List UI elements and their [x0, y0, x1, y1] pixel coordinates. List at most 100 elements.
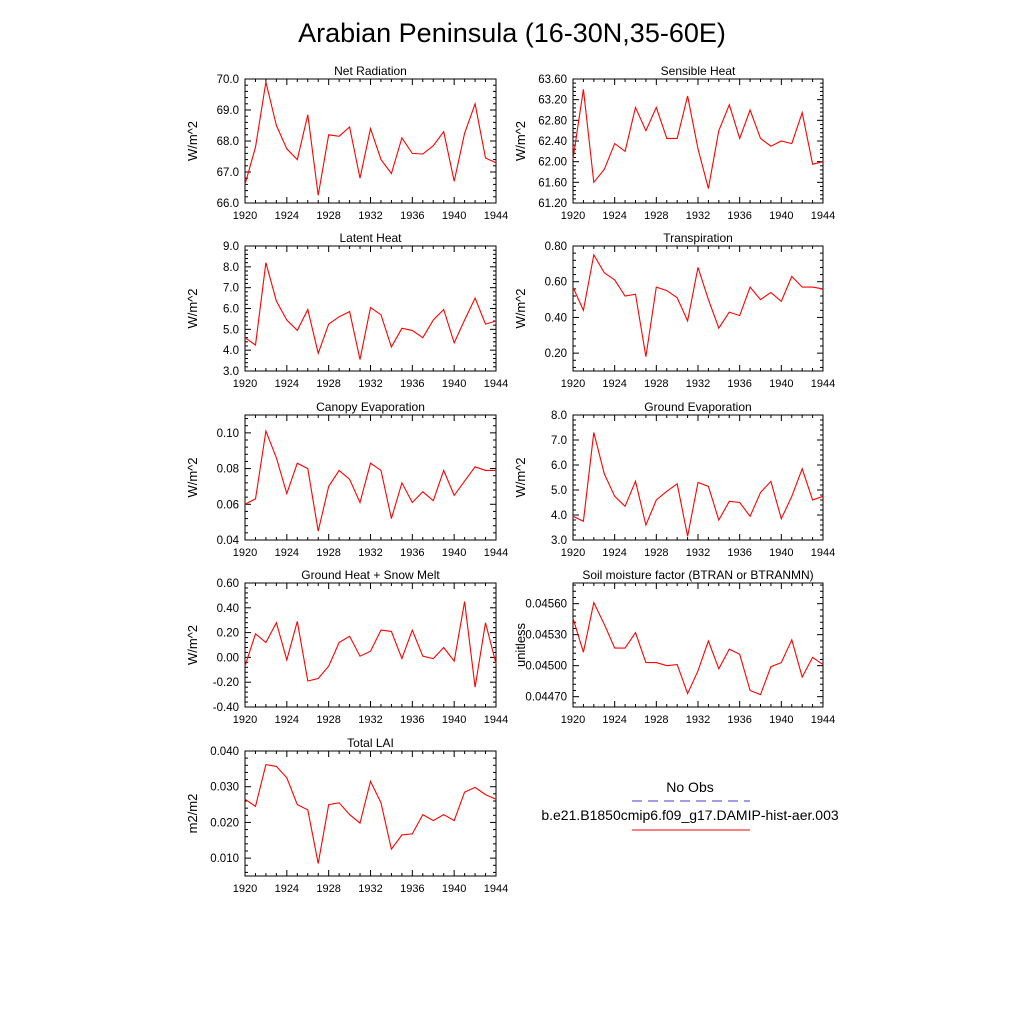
x-tick-label: 1928 [644, 378, 668, 390]
y-tick-label: 5.0 [551, 485, 567, 497]
figure-title: Arabian Peninsula (16-30N,35-60E) [298, 18, 726, 48]
x-tick-label: 1944 [484, 883, 508, 895]
x-tick-label: 1940 [442, 210, 466, 222]
y-tick-label: 61.20 [538, 198, 567, 210]
x-tick-label: 1924 [602, 547, 626, 559]
x-tick-label: 1932 [358, 210, 382, 222]
panel-1: Net Radiation W/m^2 1920 1924 1928 1932 1936 19… [185, 64, 508, 222]
x-tick-label: 1944 [484, 378, 508, 390]
y-tick-label: 0.04530 [525, 630, 567, 642]
y-axis-label: W/m^2 [185, 288, 200, 328]
y-tick-label: 0.80 [545, 241, 567, 253]
x-tick-label: 1924 [275, 547, 299, 559]
series-line [572, 432, 824, 537]
x-tick-label: 1928 [316, 883, 340, 895]
panel-title: Total LAI [347, 736, 394, 750]
panel-frame [572, 582, 824, 708]
y-tick-label: 6.0 [223, 304, 239, 316]
x-tick-label: 1940 [769, 714, 793, 726]
y-tick-label: 3.0 [551, 535, 567, 547]
panel-5: Canopy Evaporation W/m^2 1920 1924 1928 1932 1… [185, 400, 508, 559]
panel-frame [572, 245, 824, 372]
y-tick-label: 63.60 [538, 74, 567, 86]
y-tick-label: 4.0 [223, 345, 239, 357]
y-tick-label: 0.40 [217, 603, 239, 615]
panel-grid: Net Radiation W/m^2 1920 1924 1928 1932 1936 19… [185, 64, 835, 895]
x-tick-label: 1924 [602, 378, 626, 390]
x-tick-label: 1936 [400, 883, 424, 895]
y-tick-label: 0.06 [217, 499, 239, 511]
y-tick-label: 9.0 [223, 241, 239, 253]
x-tick-label: 1932 [686, 547, 710, 559]
x-tick-label: 1920 [233, 378, 257, 390]
x-tick-label: 1920 [233, 547, 257, 559]
panel-title: Latent Heat [339, 231, 402, 245]
x-tick-label: 1924 [275, 378, 299, 390]
y-axis-label: W/m^2 [185, 625, 200, 665]
panel-frame [572, 78, 824, 204]
x-tick-label: 1936 [400, 714, 424, 726]
y-tick-label: 63.20 [538, 95, 567, 107]
x-tick-label: 1920 [561, 378, 585, 390]
x-tick-label: 1944 [811, 547, 835, 559]
series-line [244, 763, 497, 864]
x-tick-label: 1920 [561, 210, 585, 222]
panel-title: Net Radiation [334, 64, 407, 78]
y-tick-label: 0.04 [217, 535, 240, 547]
x-tick-label: 1928 [316, 210, 340, 222]
y-tick-label: 66.0 [217, 198, 239, 210]
x-tick-label: 1932 [358, 547, 382, 559]
panel-2: Sensible Heat W/m^2 1920 1924 1928 1932 1936 19… [513, 64, 835, 222]
y-tick-label: 68.0 [217, 136, 239, 148]
series-line [244, 262, 497, 360]
y-tick-label: 7.0 [551, 435, 567, 447]
legend-model-label: b.e21.B1850cmip6.f09_g17.DAMIP-hist-aer.… [541, 807, 839, 823]
x-tick-label: 1924 [275, 210, 299, 222]
x-tick-label: 1936 [400, 210, 424, 222]
y-tick-label: 0.04470 [525, 692, 567, 704]
legend: No Obs b.e21.B1850cmip6.f09_g17.DAMIP-hi… [541, 779, 839, 831]
y-axis-label: m2/m2 [185, 794, 200, 834]
series-line [244, 81, 497, 196]
series-line [244, 428, 496, 532]
x-tick-label: 1924 [275, 883, 299, 895]
x-tick-label: 1920 [233, 883, 257, 895]
x-tick-label: 1936 [727, 210, 751, 222]
panel-8: Soil moisture factor (BTRAN or BTRANMN) u… [513, 568, 835, 726]
x-tick-label: 1924 [602, 714, 626, 726]
x-tick-label: 1928 [316, 378, 340, 390]
y-tick-label: 4.0 [551, 510, 567, 522]
y-axis-label: W/m^2 [513, 457, 528, 497]
y-tick-label: 6.0 [551, 460, 567, 472]
y-tick-label: 0.60 [217, 578, 239, 590]
panel-title: Canopy Evaporation [316, 400, 425, 414]
x-tick-label: 1940 [442, 883, 466, 895]
x-tick-label: 1928 [644, 547, 668, 559]
y-tick-label: -0.20 [213, 677, 239, 689]
y-tick-label: 0.08 [217, 464, 239, 476]
y-tick-label: 0.04500 [525, 661, 567, 673]
y-tick-label: 0.040 [210, 746, 239, 758]
x-tick-label: 1940 [769, 378, 793, 390]
x-tick-label: 1920 [561, 547, 585, 559]
y-tick-label: 62.00 [538, 157, 567, 169]
y-tick-label: 0.20 [217, 628, 239, 640]
y-tick-label: 0.00 [217, 652, 239, 664]
x-tick-label: 1940 [769, 547, 793, 559]
x-tick-label: 1928 [644, 714, 668, 726]
x-tick-label: 1928 [316, 547, 340, 559]
x-tick-label: 1920 [561, 714, 585, 726]
panel-4: Transpiration W/m^2 1920 1924 1928 1932 1936 19… [513, 231, 835, 390]
x-tick-label: 1932 [686, 210, 710, 222]
y-axis-label: W/m^2 [513, 288, 528, 328]
panel-title: Sensible Heat [661, 64, 736, 78]
y-tick-label: 0.10 [217, 428, 239, 440]
x-tick-label: 1944 [811, 210, 835, 222]
panel-title: Soil moisture factor (BTRAN or BTRANMN) [582, 568, 813, 582]
panel-frame [572, 414, 824, 541]
y-tick-label: 67.0 [217, 167, 239, 179]
y-tick-label: 0.010 [210, 853, 239, 865]
y-tick-label: 0.60 [545, 277, 567, 289]
